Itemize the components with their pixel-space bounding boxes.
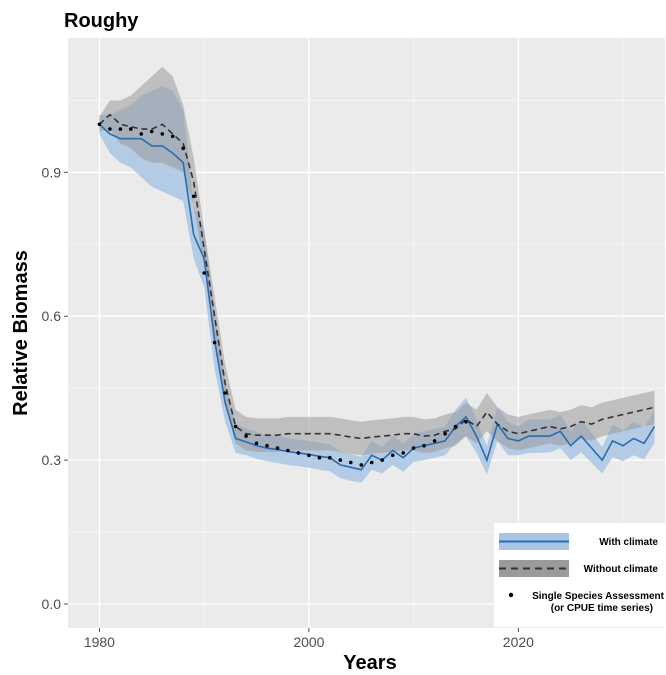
assessment-point: [359, 463, 364, 467]
x-tick-label: 2000: [293, 634, 324, 650]
x-axis-title: Years: [343, 652, 396, 674]
x-tick-label: 2020: [503, 634, 534, 650]
legend-assessment-point: [508, 592, 514, 598]
assessment-point: [191, 194, 196, 199]
assessment-point: [464, 419, 468, 424]
assessment-point: [212, 340, 217, 345]
assessment-point: [411, 446, 416, 450]
x-tick-label: 1980: [84, 634, 115, 650]
legend-label-with-climate: With climate: [599, 537, 658, 548]
assessment-point: [108, 127, 112, 131]
y-tick-label: 0.3: [42, 452, 62, 468]
chart-title: Roughy: [64, 10, 139, 32]
assessment-point: [223, 391, 227, 395]
assessment-point: [453, 424, 458, 429]
assessment-point: [401, 451, 406, 455]
y-tick-label: 0.6: [42, 308, 62, 324]
assessment-point: [244, 434, 248, 438]
assessment-point: [317, 455, 322, 460]
assessment-points: [97, 122, 468, 467]
assessment-point: [170, 134, 175, 139]
with-climate-line: [98, 123, 656, 471]
y-tick-label: 0.9: [42, 164, 62, 180]
assessment-point: [349, 460, 353, 465]
assessment-point: [422, 443, 426, 448]
series-lines: [98, 113, 656, 471]
x-axis-ticks: 1980 2000 2020: [84, 628, 534, 650]
assessment-point: [265, 443, 269, 448]
assessment-point: [97, 122, 102, 127]
assessment-point: [286, 448, 290, 453]
y-axis-title: Relative Biomass: [10, 250, 32, 416]
legend-without-climate-band: [499, 560, 569, 577]
assessment-point: [390, 453, 395, 458]
assessment-point: [233, 424, 238, 429]
legend-label-assessment: Single Species Assessment: [532, 591, 665, 602]
assessment-point: [139, 132, 144, 136]
assessment-point: [254, 441, 259, 446]
assessment-point: [369, 460, 374, 465]
assessment-point: [432, 439, 437, 443]
assessment-point: [129, 127, 133, 131]
y-axis-ticks: 0.0 0.3 0.6 0.9: [42, 164, 68, 612]
assessment-point: [181, 146, 185, 151]
assessment-point: [443, 431, 447, 436]
legend-label-assessment-line2: (or CPUE time series): [551, 603, 653, 614]
assessment-point: [150, 129, 154, 134]
without-climate-line: [98, 113, 655, 440]
assessment-point: [296, 451, 301, 455]
y-tick-label: 0.0: [42, 596, 62, 612]
assessment-point: [380, 458, 385, 462]
assessment-point: [202, 271, 206, 275]
assessment-point: [118, 127, 123, 131]
legend-label-without-climate: Without climate: [584, 564, 659, 575]
assessment-point: [275, 446, 280, 450]
legend: With climate Without climate Single Spec…: [494, 523, 665, 627]
assessment-point: [307, 453, 311, 458]
without-climate-band: [99, 66, 655, 456]
assessment-point: [328, 455, 332, 460]
assessment-point: [338, 458, 343, 462]
assessment-point: [160, 132, 165, 136]
